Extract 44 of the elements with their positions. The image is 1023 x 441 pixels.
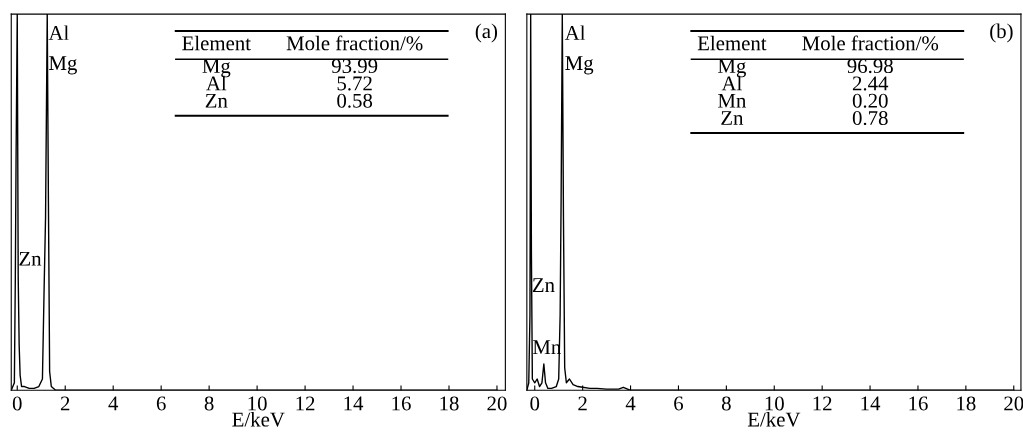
annotation: Zn: [205, 93, 228, 108]
x-tick-label: 6: [156, 396, 166, 411]
annotation: 0.20: [852, 93, 888, 108]
x-tick-label: 14: [344, 396, 364, 411]
annotation: Zn: [19, 251, 42, 266]
x-tick-label: 12: [813, 396, 832, 411]
x-tick-label: 12: [296, 396, 315, 411]
annotation: Zn: [532, 278, 555, 292]
annotation: Mole fraction/%: [286, 35, 423, 51]
x-tick-label: 0: [530, 396, 540, 411]
annotation: Element: [697, 35, 767, 51]
x-tick-label: 20: [487, 396, 507, 411]
x-axis-title: E/keV: [747, 411, 801, 427]
x-tick-label: 18: [957, 396, 976, 411]
annotation: Mn: [718, 93, 747, 108]
x-tick-label: 8: [721, 396, 731, 411]
x-tick-label: 2: [578, 396, 587, 411]
x-tick-label: 14: [861, 396, 881, 411]
annotation: 5.72: [337, 76, 372, 91]
x-tick-label: 16: [392, 396, 411, 411]
annotation: Mole fraction/%: [802, 35, 939, 51]
annotation: (a): [475, 23, 498, 43]
annotation: 0.78: [852, 110, 888, 126]
annotation: Mg: [565, 56, 594, 75]
x-tick-label: 10: [248, 396, 267, 411]
x-tick-label: 8: [204, 396, 214, 411]
x-tick-label: 18: [440, 396, 459, 411]
annotation: Zn: [721, 111, 744, 125]
annotation: 2.44: [852, 76, 889, 91]
x-tick-label: 2: [60, 396, 70, 411]
x-tick-label: 20: [1004, 396, 1023, 411]
annotation: (b): [990, 23, 1013, 43]
x-axis-title: E/keV: [232, 411, 285, 427]
x-tick-label: 0: [12, 396, 22, 411]
x-tick-label: 16: [909, 396, 928, 411]
annotation: Element: [182, 35, 251, 51]
x-tick-label: 4: [625, 396, 636, 411]
x-tick-label: 10: [765, 396, 784, 411]
annotation: Al: [564, 25, 586, 40]
annotation: Al: [48, 25, 69, 40]
x-tick-label: 6: [674, 396, 684, 411]
annotation: 0.58: [337, 93, 373, 108]
annotation: Mg: [49, 56, 77, 75]
x-tick-label: 4: [108, 396, 119, 411]
